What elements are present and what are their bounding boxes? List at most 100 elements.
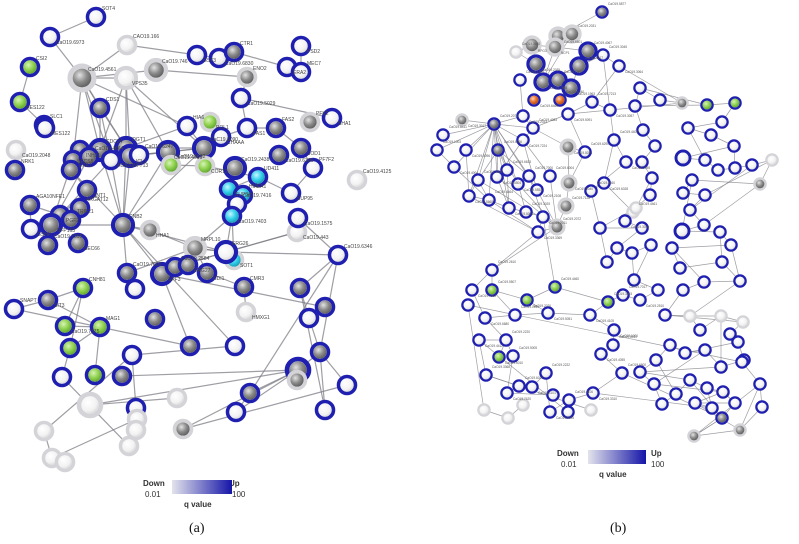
panel-b-node[interactable]: [595, 5, 609, 19]
panel-b-node[interactable]: [500, 163, 514, 177]
panel-b-node[interactable]: [753, 377, 767, 391]
panel-b-node[interactable]: [501, 411, 515, 425]
panel-b-node[interactable]: [455, 113, 469, 127]
panel-b-node[interactable]: [513, 73, 527, 87]
panel-a-node[interactable]: [4, 159, 26, 181]
panel-b-node[interactable]: [447, 160, 461, 174]
panel-b-node[interactable]: [560, 174, 578, 192]
panel-b-node[interactable]: [492, 350, 506, 364]
panel-b-node[interactable]: [508, 308, 522, 322]
panel-b-node[interactable]: [516, 109, 530, 123]
panel-a-node[interactable]: [33, 420, 55, 442]
panel-b-node[interactable]: [511, 177, 525, 191]
panel-a-node[interactable]: [111, 365, 133, 387]
panel-b-node[interactable]: [714, 360, 728, 374]
panel-b-node[interactable]: [477, 403, 491, 417]
panel-b-node[interactable]: [548, 280, 562, 294]
panel-b-node[interactable]: [546, 388, 560, 402]
panel-b-node[interactable]: [676, 283, 690, 297]
panel-a-node[interactable]: [54, 315, 76, 337]
panel-b-node[interactable]: [665, 241, 679, 255]
panel-a-node[interactable]: [225, 401, 247, 423]
panel-a-node[interactable]: [314, 296, 336, 318]
panel-a-node[interactable]: [239, 382, 261, 404]
panel-a-node[interactable]: [37, 289, 59, 311]
panel-a-node[interactable]: [177, 254, 199, 276]
panel-a-node[interactable]: [124, 278, 146, 300]
panel-b-node[interactable]: [519, 205, 533, 219]
panel-b-node[interactable]: [635, 155, 649, 169]
panel-b-node[interactable]: [658, 308, 672, 322]
panel-a-node[interactable]: [84, 364, 106, 386]
panel-b-node[interactable]: [607, 133, 621, 147]
panel-a-node[interactable]: [287, 207, 309, 229]
panel-b-node[interactable]: [462, 189, 476, 203]
panel-b-node[interactable]: [578, 41, 598, 61]
panel-b-node[interactable]: [509, 45, 523, 59]
panel-b-node[interactable]: [616, 288, 630, 302]
panel-a-node[interactable]: [236, 66, 258, 88]
panel-a-node[interactable]: [72, 277, 94, 299]
panel-a-node[interactable]: [327, 244, 349, 266]
panel-b-node[interactable]: [541, 306, 555, 320]
panel-b-node[interactable]: [584, 184, 598, 198]
panel-b-node[interactable]: [618, 214, 632, 228]
panel-a-node[interactable]: [37, 234, 59, 256]
panel-a-node[interactable]: [3, 298, 25, 320]
panel-b-node[interactable]: [700, 381, 714, 395]
panel-a-node[interactable]: [59, 337, 81, 359]
panel-b-node[interactable]: [471, 173, 485, 187]
panel-b-node[interactable]: [698, 343, 712, 357]
panel-a-node[interactable]: [160, 154, 182, 176]
panel-b-node[interactable]: [669, 387, 683, 401]
panel-b-node[interactable]: [585, 95, 599, 109]
panel-b-node[interactable]: [735, 355, 749, 369]
panel-a-node[interactable]: [302, 157, 324, 179]
panel-b-node[interactable]: [583, 308, 597, 322]
panel-b-node[interactable]: [736, 315, 750, 329]
panel-b-node[interactable]: [678, 346, 692, 360]
panel-b-node[interactable]: [714, 309, 728, 323]
panel-a-node[interactable]: [235, 301, 257, 323]
panel-b-node[interactable]: [715, 255, 729, 269]
panel-a-node[interactable]: [286, 369, 308, 391]
panel-b-node[interactable]: [687, 429, 701, 443]
panel-a-node[interactable]: [76, 179, 98, 201]
panel-b-node[interactable]: [593, 221, 607, 235]
panel-a-node[interactable]: [265, 117, 287, 139]
panel-b-node[interactable]: [526, 121, 540, 135]
panel-b-node[interactable]: [553, 93, 567, 107]
panel-a-node[interactable]: [67, 63, 97, 93]
panel-a-node[interactable]: [116, 262, 138, 284]
panel-a-node[interactable]: [314, 399, 336, 421]
panel-b-node[interactable]: [479, 368, 493, 382]
panel-b-node[interactable]: [625, 246, 639, 260]
panel-b-node[interactable]: [698, 188, 712, 202]
panel-b-node[interactable]: [539, 366, 553, 380]
panel-a-node[interactable]: [116, 34, 138, 56]
panel-b-node[interactable]: [681, 121, 695, 135]
panel-b-node[interactable]: [733, 423, 747, 437]
panel-a-node[interactable]: [176, 115, 198, 137]
panel-b-node[interactable]: [465, 283, 479, 297]
panel-b-node[interactable]: [649, 353, 663, 367]
panel-b-node[interactable]: [648, 139, 662, 153]
panel-b-node[interactable]: [499, 333, 513, 347]
panel-b-node[interactable]: [635, 221, 649, 235]
panel-a-node[interactable]: [223, 41, 245, 63]
panel-b-node[interactable]: [500, 386, 514, 400]
panel-b-node[interactable]: [506, 349, 520, 363]
panel-a-node[interactable]: [110, 212, 136, 238]
panel-b-node[interactable]: [653, 93, 667, 107]
panel-a-node[interactable]: [233, 276, 255, 298]
panel-a-node[interactable]: [321, 107, 343, 129]
panel-b-node[interactable]: [697, 275, 711, 289]
panel-a-node[interactable]: [113, 65, 139, 91]
panel-b-node[interactable]: [711, 163, 725, 177]
panel-a-node[interactable]: [247, 166, 269, 188]
panel-b-node[interactable]: [522, 169, 536, 183]
panel-b-node[interactable]: [482, 193, 496, 207]
panel-a-node[interactable]: [210, 126, 232, 148]
panel-b-node[interactable]: [643, 188, 657, 202]
panel-b-node[interactable]: [597, 176, 611, 190]
